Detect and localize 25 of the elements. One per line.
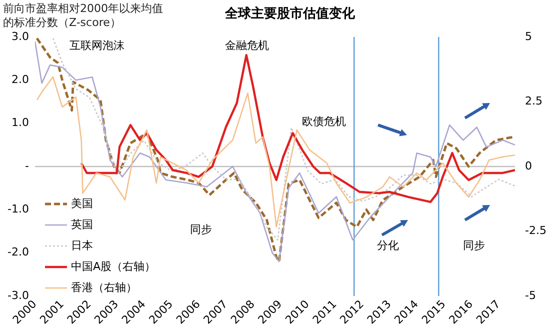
legend-label: 英国 (71, 218, 93, 231)
legend-label: 美国 (71, 196, 93, 210)
legend-label: 香港（右轴） (71, 280, 137, 294)
y-axis-title: 前向市盈率相对2000年以来均值的标准分数（Z-score） (3, 2, 163, 29)
annotation: 金融危机 (225, 38, 269, 52)
y-tick-label: 3.0 (12, 30, 29, 43)
y2-tick-label: -5 (525, 288, 536, 302)
legend-label: 中国A股（右轴） (71, 260, 156, 273)
annotation: 互联网泡沫 (70, 38, 124, 52)
legend-label: 日本 (71, 238, 93, 252)
y-tick-label: -2.0 (8, 246, 29, 259)
y2-tick-label: 0 (525, 159, 532, 172)
annotation: 分化 (377, 238, 399, 252)
y-tick-label: -3.0 (8, 288, 29, 302)
y2-tick-label: -2.5 (525, 224, 546, 238)
chart-title: 全球主要股市估值变化 (224, 5, 356, 22)
y2-tick-label: 5 (525, 30, 532, 43)
annotation: 同步 (190, 222, 212, 236)
y2-tick-label: 2.5 (525, 94, 542, 108)
y-tick-label: 2.0 (12, 73, 29, 86)
annotation: 欧债危机 (302, 114, 346, 128)
y-tick-label: 1.0 (12, 116, 29, 130)
y-tick-label: -1.0 (8, 202, 29, 216)
annotation: 同步 (463, 238, 485, 252)
y-tick-label: - (25, 159, 30, 172)
